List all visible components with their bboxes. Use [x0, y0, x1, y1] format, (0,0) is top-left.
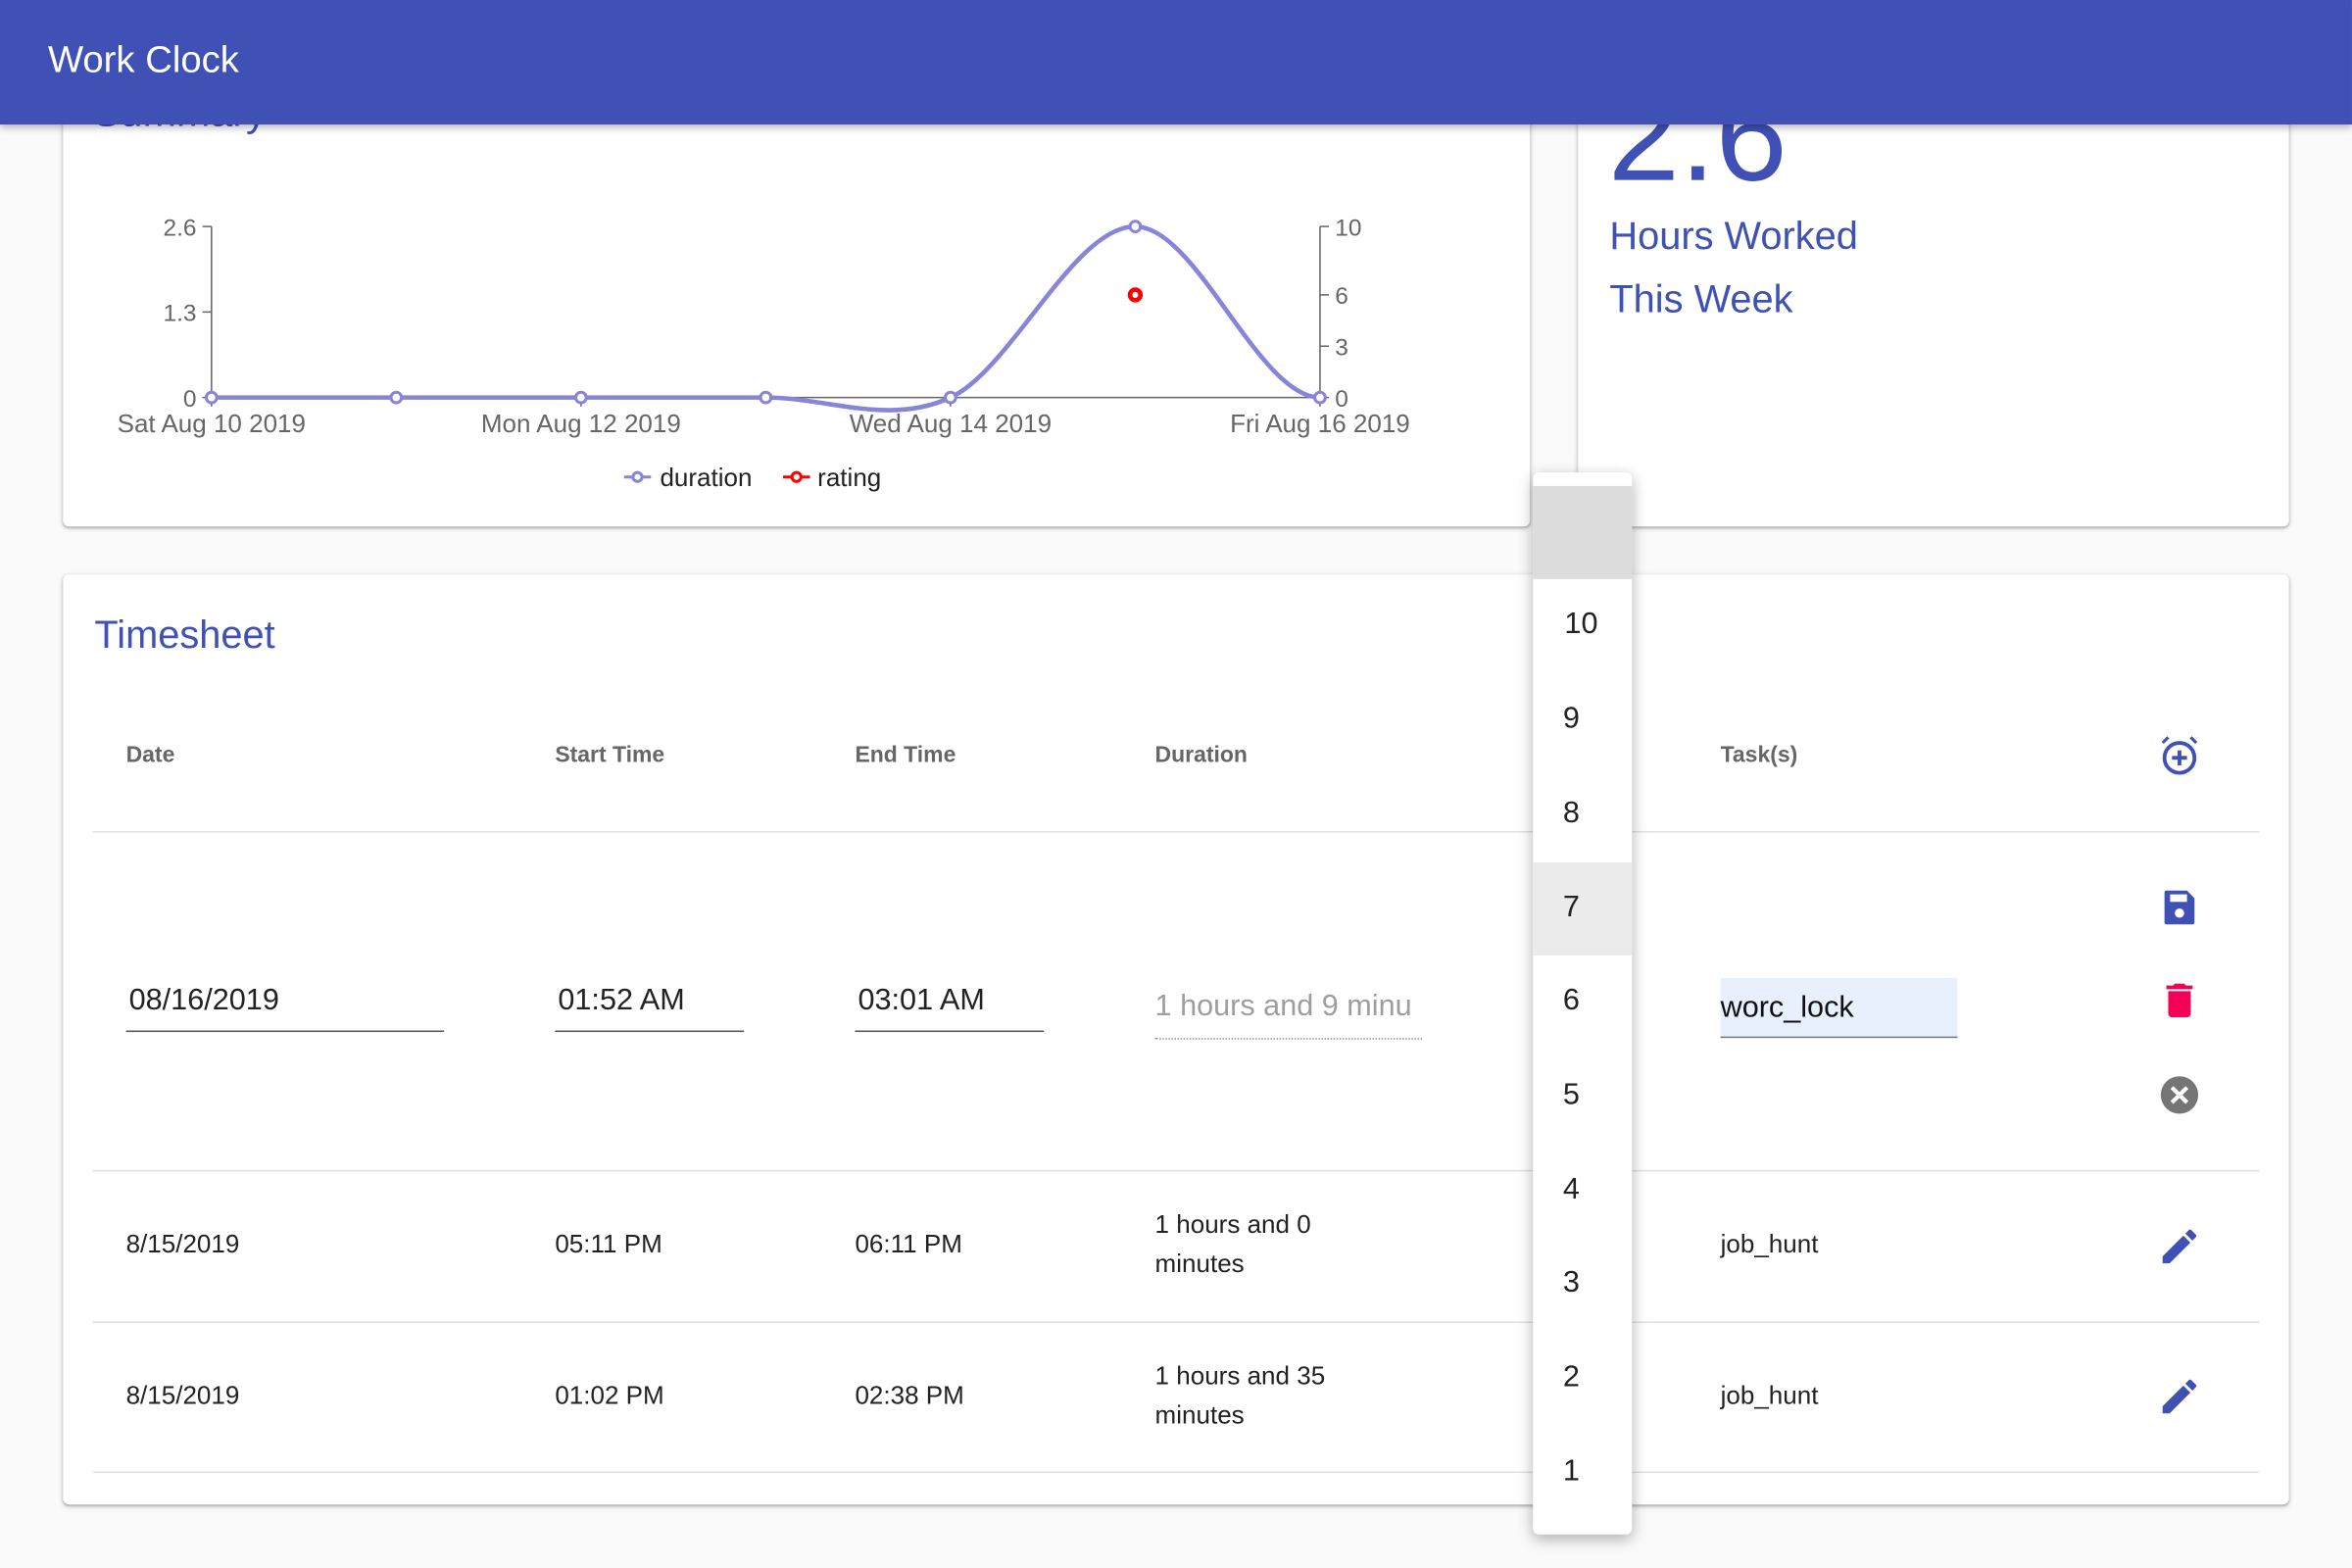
duration-point — [759, 390, 773, 405]
option-label: 7 — [1562, 891, 1580, 924]
task-input[interactable]: worc_lock — [1720, 977, 1958, 1039]
option-label: 8 — [1562, 796, 1580, 830]
dropdown-option-empty[interactable] — [1533, 485, 1633, 579]
legend-duration-label: duration — [660, 463, 752, 492]
hours-worked-label: Hours Worked — [1609, 213, 1858, 259]
divider — [92, 1471, 2260, 1474]
right-tick-label: 0 — [1335, 386, 1348, 413]
hours-card — [1578, 60, 2289, 527]
dropdown-option-5[interactable]: 5 — [1533, 1050, 1632, 1143]
summary-card — [63, 60, 1531, 527]
right-tick-label: 6 — [1335, 283, 1348, 310]
rating-point — [1127, 287, 1144, 303]
right-tick-label: 3 — [1335, 334, 1348, 361]
row-task: job_hunt — [1720, 1381, 1819, 1410]
date-value: 08/16/2019 — [128, 984, 279, 1017]
edit-icon[interactable] — [2157, 1224, 2202, 1269]
left-tick-label: 0 — [183, 386, 197, 413]
date-input[interactable]: 08/16/2019 — [125, 981, 445, 1033]
header-duration[interactable]: Duration — [1154, 742, 1248, 768]
dropdown-option-1[interactable]: 1 — [1533, 1427, 1632, 1520]
option-label: 4 — [1562, 1172, 1580, 1206]
edit-icon[interactable] — [2157, 1374, 2202, 1419]
row-start: 05:11 PM — [555, 1230, 662, 1259]
option-label: 1 — [1562, 1454, 1580, 1489]
legend-rating-label: rating — [817, 463, 881, 492]
option-label: 10 — [1564, 607, 1598, 641]
row-date: 8/15/2019 — [125, 1230, 240, 1259]
row-task: job_hunt — [1720, 1230, 1819, 1259]
x-tick-label: Fri Aug 16 2019 — [1230, 409, 1410, 438]
row-end: 06:11 PM — [855, 1230, 962, 1259]
duration-point — [1128, 220, 1143, 234]
dropdown-option-2[interactable]: 2 — [1533, 1332, 1632, 1425]
option-label: 6 — [1562, 984, 1580, 1017]
dropdown-option-3[interactable]: 3 — [1533, 1238, 1632, 1331]
header-end-time[interactable]: End Time — [855, 742, 956, 768]
legend-rating-marker — [790, 470, 803, 483]
duration-point — [389, 390, 404, 405]
divider — [92, 830, 2260, 833]
start-time-input[interactable]: 01:52 AM — [555, 981, 745, 1033]
x-tick-label: Wed Aug 14 2019 — [850, 409, 1052, 438]
duration-field: 1 hours and 9 minu — [1154, 990, 1423, 1040]
left-tick-label: 1.3 — [163, 301, 196, 327]
dropdown-option-8[interactable]: 8 — [1533, 768, 1632, 861]
end-time-input[interactable]: 03:01 AM — [855, 981, 1045, 1033]
header-start-time[interactable]: Start Time — [555, 742, 665, 768]
rating-dropdown-menu[interactable]: 10 9 8 7 6 5 4 3 2 1 — [1533, 472, 1633, 1535]
row-end: 02:38 PM — [855, 1381, 964, 1410]
option-label: 9 — [1562, 702, 1580, 735]
row-duration-cont: minutes — [1154, 1400, 1245, 1430]
save-icon[interactable] — [2157, 885, 2202, 930]
option-label: 3 — [1562, 1265, 1580, 1299]
left-tick-label: 2.6 — [163, 215, 196, 241]
dropdown-option-10[interactable]: 10 — [1533, 579, 1632, 672]
duration-point — [1313, 390, 1327, 405]
dropdown-option-9[interactable]: 9 — [1533, 673, 1632, 766]
cancel-icon[interactable] — [2157, 1072, 2202, 1117]
app-bar: Work Clock — [0, 0, 2352, 125]
delete-icon[interactable] — [2157, 978, 2202, 1023]
duration-point — [944, 390, 957, 405]
row-start: 01:02 PM — [555, 1381, 664, 1410]
dropdown-option-6[interactable]: 6 — [1533, 956, 1632, 1049]
divider — [92, 1321, 2260, 1323]
end-time-value: 03:01 AM — [858, 984, 985, 1017]
header-date[interactable]: Date — [125, 742, 175, 768]
dropdown-option-7[interactable]: 7 — [1533, 862, 1633, 956]
row-duration: 1 hours and 0 — [1154, 1210, 1311, 1240]
row-duration-cont: minutes — [1154, 1249, 1245, 1279]
right-tick-label: 10 — [1335, 215, 1361, 241]
dropdown-option-4[interactable]: 4 — [1533, 1145, 1632, 1238]
start-time-value: 01:52 AM — [558, 984, 685, 1017]
duration-point — [204, 390, 219, 405]
summary-chart: 0 1.3 2.6 0 3 6 10 Sat Aug 10 2019 Mon Aug 12 20… — [118, 215, 1410, 492]
row-duration: 1 hours and 35 — [1154, 1361, 1326, 1391]
legend-duration-marker — [631, 470, 644, 483]
duration-value: 1 hours and 9 minu — [1154, 990, 1412, 1023]
divider — [92, 1169, 2260, 1172]
add-alarm-icon[interactable] — [2157, 733, 2202, 778]
this-week-label: This Week — [1609, 275, 1793, 321]
duration-line — [211, 223, 1321, 413]
row-date: 8/15/2019 — [125, 1381, 240, 1410]
x-tick-label: Sat Aug 10 2019 — [118, 409, 306, 438]
duration-point — [573, 390, 588, 405]
x-tick-label: Mon Aug 12 2019 — [481, 409, 681, 438]
option-label: 5 — [1562, 1078, 1580, 1112]
option-label: 2 — [1562, 1360, 1580, 1394]
header-tasks[interactable]: Task(s) — [1720, 742, 1798, 768]
app-title: Work Clock — [47, 38, 239, 81]
timesheet-title: Timesheet — [94, 612, 275, 658]
task-value: worc_lock — [1720, 991, 1854, 1025]
